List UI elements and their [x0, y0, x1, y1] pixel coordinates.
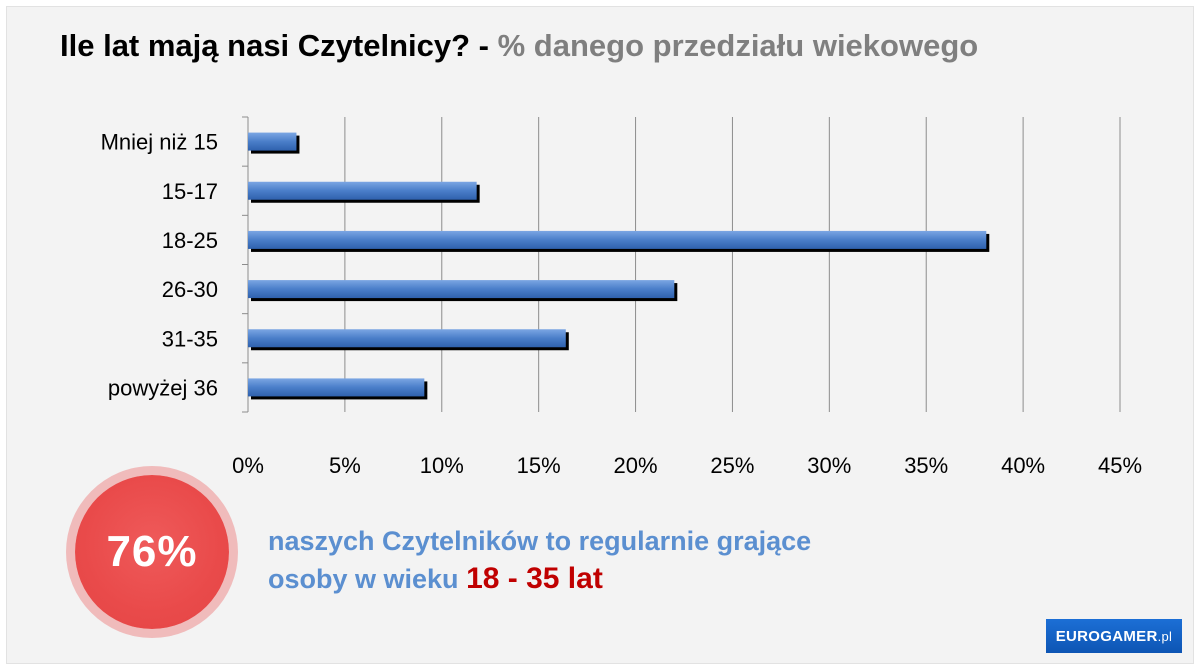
bar — [248, 280, 675, 299]
x-tick-label: 10% — [420, 453, 464, 478]
x-tick-label: 30% — [807, 453, 851, 478]
category-label: powyżej 36 — [108, 375, 218, 400]
x-tick-label: 20% — [614, 453, 658, 478]
highlight-note: naszych Czytelników to regularnie grając… — [268, 522, 811, 598]
title-subtitle: % danego przedziału wiekowego — [497, 28, 979, 63]
x-tick-label: 5% — [329, 453, 361, 478]
x-tick-label: 45% — [1098, 453, 1142, 478]
bar — [248, 329, 566, 348]
bar — [248, 378, 425, 397]
category-label: 26-30 — [162, 277, 218, 302]
note-line-2-text: osoby w wieku — [268, 564, 459, 594]
bar — [248, 132, 297, 151]
note-line-1: naszych Czytelników to regularnie grając… — [268, 526, 812, 556]
category-label: 18-25 — [162, 228, 218, 253]
x-tick-label: 40% — [1001, 453, 1045, 478]
x-tick-label: 15% — [517, 453, 561, 478]
logo-brand: EUROGAMER — [1055, 627, 1158, 645]
eurogamer-logo: EUROGAMER .pl — [1046, 619, 1182, 653]
logo-suffix: .pl — [1157, 628, 1173, 644]
badge-percent: 76% — [106, 527, 198, 576]
x-tick-label: 0% — [232, 453, 264, 478]
x-tick-label: 35% — [904, 453, 948, 478]
percent-badge: 76% — [75, 475, 229, 629]
title-main: Ile lat mają nasi Czytelnicy? - — [60, 28, 489, 63]
note-age-range: 18 - 35 lat — [466, 562, 603, 595]
note-line-2: osoby w wieku 18 - 35 lat — [268, 560, 811, 598]
category-label: 31-35 — [162, 326, 218, 351]
category-label: 15-17 — [162, 179, 218, 204]
x-tick-label: 25% — [710, 453, 754, 478]
category-label: Mniej niż 15 — [101, 130, 218, 155]
bar — [248, 181, 477, 200]
chart-title: Ile lat mają nasi Czytelnicy? - % danego… — [60, 28, 978, 64]
bar — [248, 230, 987, 249]
